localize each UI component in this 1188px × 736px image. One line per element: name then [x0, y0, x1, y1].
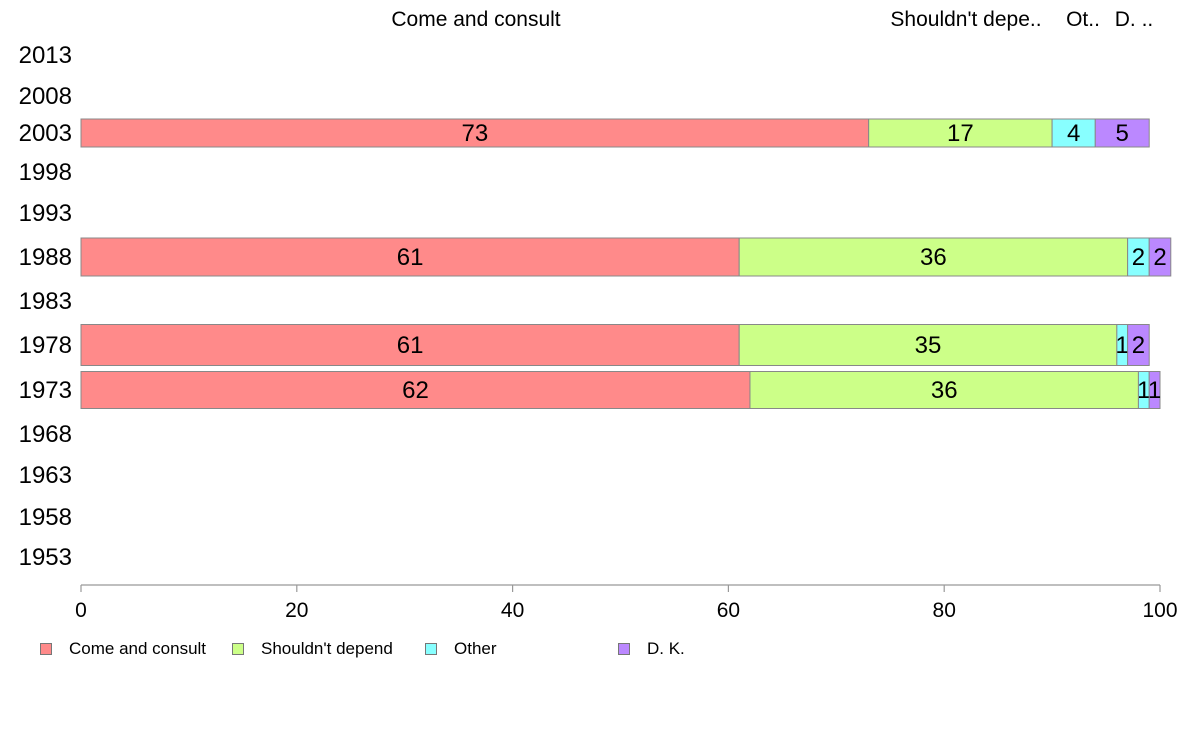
top-series-label: Shouldn't depe..: [890, 8, 1041, 31]
data-label: 61: [397, 332, 424, 359]
data-label: 2: [1132, 244, 1145, 271]
data-label: 35: [915, 332, 942, 359]
data-label: 2: [1153, 244, 1166, 271]
data-label: 36: [931, 377, 958, 404]
category-label: 1958: [19, 504, 72, 531]
category-label: 2013: [19, 42, 72, 69]
category-label: 1998: [19, 159, 72, 186]
legend-label: Come and consult: [69, 639, 207, 658]
category-label: 1963: [19, 462, 72, 489]
category-label: 1953: [19, 544, 72, 571]
legend-label: D. K.: [647, 639, 685, 658]
bar-segment: [80, 237, 740, 277]
category-label: 1968: [19, 421, 72, 448]
data-label: 5: [1116, 120, 1129, 147]
legend-swatch: [40, 643, 52, 655]
x-tick-label: 80: [933, 599, 956, 622]
x-tick-label: 60: [717, 599, 740, 622]
legend-label: Shouldn't depend: [261, 639, 393, 658]
x-tick-label: 40: [501, 599, 524, 622]
legend-item: Shouldn't depend: [232, 639, 393, 659]
bar-segment: [868, 118, 1053, 148]
data-label: 1: [1148, 377, 1161, 404]
category-label: 1988: [19, 244, 72, 271]
legend-swatch: [232, 643, 244, 655]
legend-swatch: [618, 643, 630, 655]
legend-label: Other: [454, 639, 497, 658]
data-label: 1: [1116, 332, 1129, 359]
top-series-label: Ot..: [1066, 8, 1100, 31]
legend-item: Come and consult: [40, 639, 206, 659]
bar-segment: [1127, 324, 1150, 366]
category-label: 1973: [19, 377, 72, 404]
legend-item: Other: [425, 639, 497, 659]
category-label: 2008: [19, 83, 72, 110]
data-label: 62: [402, 377, 429, 404]
data-label: 1: [1137, 377, 1150, 404]
category-label: 1978: [19, 332, 72, 359]
legend-swatch: [425, 643, 437, 655]
data-label: 36: [920, 244, 947, 271]
legend-item: D. K.: [618, 639, 685, 659]
data-label: 61: [397, 244, 424, 271]
data-label: 73: [461, 120, 488, 147]
bar-segment: [749, 371, 1139, 409]
bar-segment: [1148, 237, 1172, 277]
top-series-label: D. ..: [1115, 8, 1154, 31]
bar-segment: [1051, 118, 1096, 148]
data-label: 4: [1067, 120, 1080, 147]
bar-segment: [80, 371, 751, 409]
bar-segment: [80, 118, 870, 148]
top-series-label: Come and consult: [391, 8, 560, 31]
category-label: 1993: [19, 200, 72, 227]
category-label: 1983: [19, 288, 72, 315]
x-tick-label: 20: [285, 599, 308, 622]
category-label: 2003: [19, 120, 72, 147]
bar-segment: [1148, 371, 1161, 409]
data-label: 17: [947, 120, 974, 147]
bar-segment: [738, 324, 1118, 366]
bar-segment: [1094, 118, 1150, 148]
x-tick-label: 0: [75, 599, 87, 622]
x-tick-label: 100: [1142, 599, 1177, 622]
bar-segment: [80, 324, 740, 366]
bar-segment: [738, 237, 1129, 277]
data-label: 2: [1132, 332, 1145, 359]
